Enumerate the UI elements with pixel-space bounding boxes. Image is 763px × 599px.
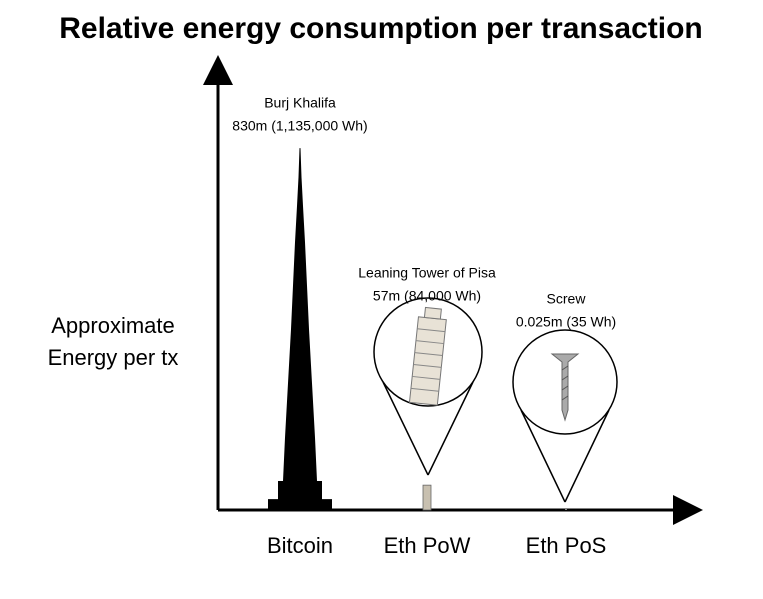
annotation-name: Leaning Tower of Pisa xyxy=(358,265,496,281)
annotation-name: Burj Khalifa xyxy=(264,95,336,111)
screw-illustration xyxy=(550,353,580,422)
value-label: 57m (84,000 Wh) xyxy=(373,288,481,304)
chart-title: Relative energy consumption per transact… xyxy=(59,12,703,45)
bar xyxy=(422,484,432,511)
annotation-name: Screw xyxy=(547,291,587,307)
x-tick-label: Bitcoin xyxy=(267,533,333,558)
y-axis-label: Approximate Energy per tx xyxy=(47,313,179,370)
value-label: 0.025m (35 Wh) xyxy=(516,314,616,330)
bar xyxy=(268,148,332,510)
bar xyxy=(565,508,567,510)
x-tick-label: Eth PoS xyxy=(526,533,607,558)
magnifier xyxy=(512,329,618,503)
value-label: 830m (1,135,000 Wh) xyxy=(232,118,367,134)
pisa-illustration xyxy=(408,306,447,406)
x-tick-label: Eth PoW xyxy=(384,533,471,558)
magnifier xyxy=(373,297,483,476)
